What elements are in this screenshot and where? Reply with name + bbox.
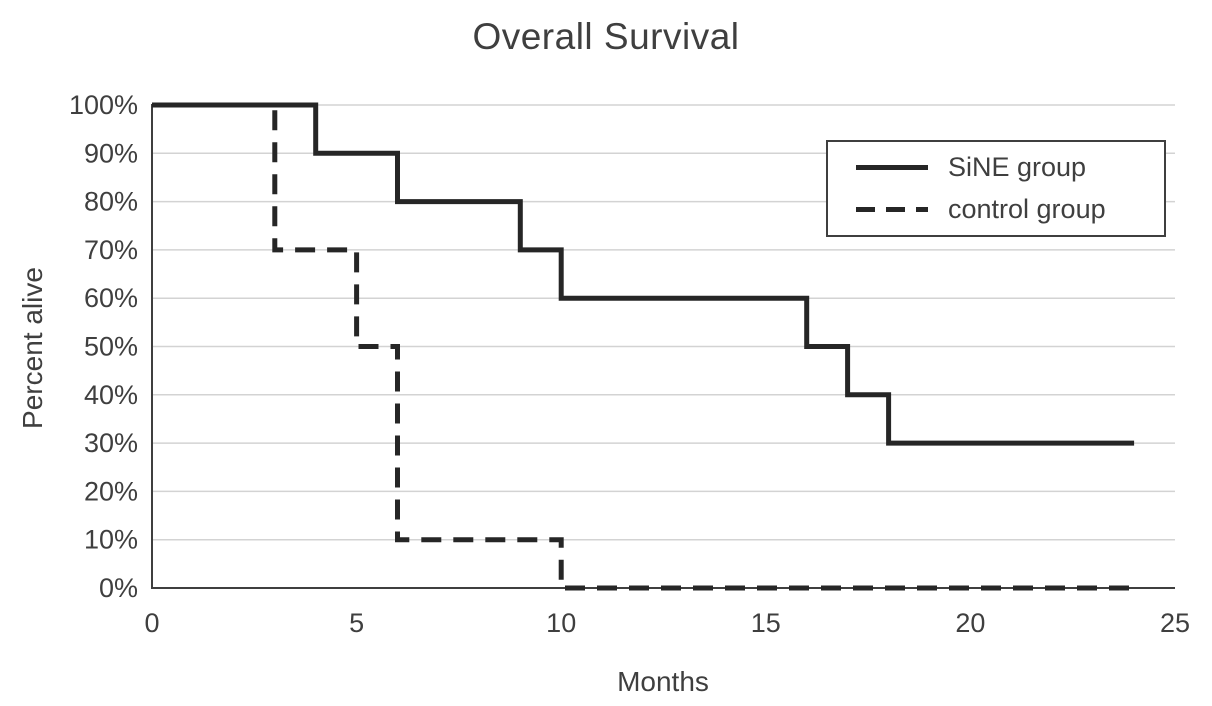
- dashed-line-sample-icon: [856, 206, 928, 212]
- series-line-SiNE-group: [152, 102, 1135, 446]
- y-tick-label: 60%: [84, 283, 138, 313]
- x-axis-label: Months: [617, 666, 709, 697]
- x-tick-label: 15: [751, 608, 781, 638]
- y-tick-label: 20%: [84, 476, 138, 506]
- y-tick-label: 50%: [84, 332, 138, 362]
- y-tick-label: 0%: [99, 573, 138, 603]
- y-tick-label: 80%: [84, 187, 138, 217]
- x-tick-label: 5: [349, 608, 364, 638]
- legend-entry-control-group: control group: [856, 194, 1164, 225]
- y-tick-label: 100%: [69, 90, 138, 120]
- legend-label-control-group: control group: [948, 193, 1106, 224]
- y-tick-label: 70%: [84, 235, 138, 265]
- chart-title: Overall Survival: [472, 16, 740, 57]
- legend-entry-sine-group: SiNE group: [856, 152, 1164, 183]
- x-tick-label: 25: [1160, 608, 1190, 638]
- y-axis-label: Percent alive: [17, 267, 48, 429]
- legend-label-sine-group: SiNE group: [948, 152, 1087, 183]
- x-tick-label: 0: [144, 608, 159, 638]
- y-tick-label: 90%: [84, 138, 138, 168]
- x-tick-label: 20: [955, 608, 985, 638]
- x-tick-label: 10: [546, 608, 576, 638]
- solid-line-sample-icon: [856, 165, 928, 171]
- series-line-control-group: [152, 102, 1135, 591]
- legend: SiNE group control group: [826, 140, 1166, 237]
- y-tick-label: 40%: [84, 380, 138, 410]
- y-tick-label: 10%: [84, 525, 138, 555]
- y-tick-label: 30%: [84, 428, 138, 458]
